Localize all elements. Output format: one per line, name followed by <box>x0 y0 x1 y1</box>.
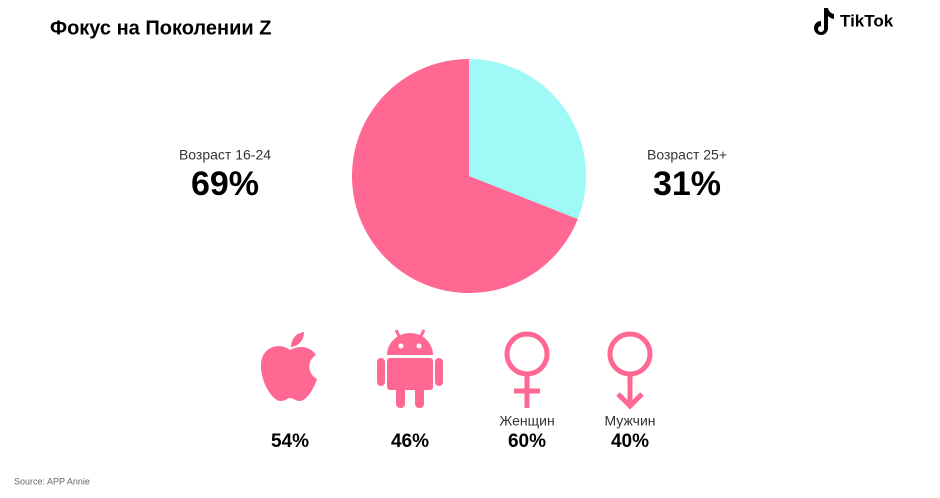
stat-value: 60% <box>508 431 546 452</box>
apple-icon <box>260 332 317 402</box>
male-icon <box>607 331 653 410</box>
pie-slice <box>352 59 578 294</box>
female-icon <box>504 331 550 408</box>
slice-value: 69% <box>191 165 259 203</box>
pie-slice <box>469 59 586 220</box>
stat-caption: Женщин <box>499 413 554 429</box>
stat-value: 40% <box>611 431 649 452</box>
stat-value: 46% <box>391 431 429 452</box>
android-icon <box>377 329 443 408</box>
logo-text: TikTok <box>840 11 894 30</box>
chart-title: Фокус на Поколении Z <box>50 17 271 39</box>
logo-icon <box>814 8 834 35</box>
source: Source: APP Annie <box>14 476 90 486</box>
stat-caption: Мужчин <box>604 413 655 429</box>
slice-label: Возраст 25+ <box>647 147 727 163</box>
slice-value: 31% <box>653 165 721 203</box>
stat-value: 54% <box>271 431 309 452</box>
slice-label: Возраст 16-24 <box>179 147 271 163</box>
